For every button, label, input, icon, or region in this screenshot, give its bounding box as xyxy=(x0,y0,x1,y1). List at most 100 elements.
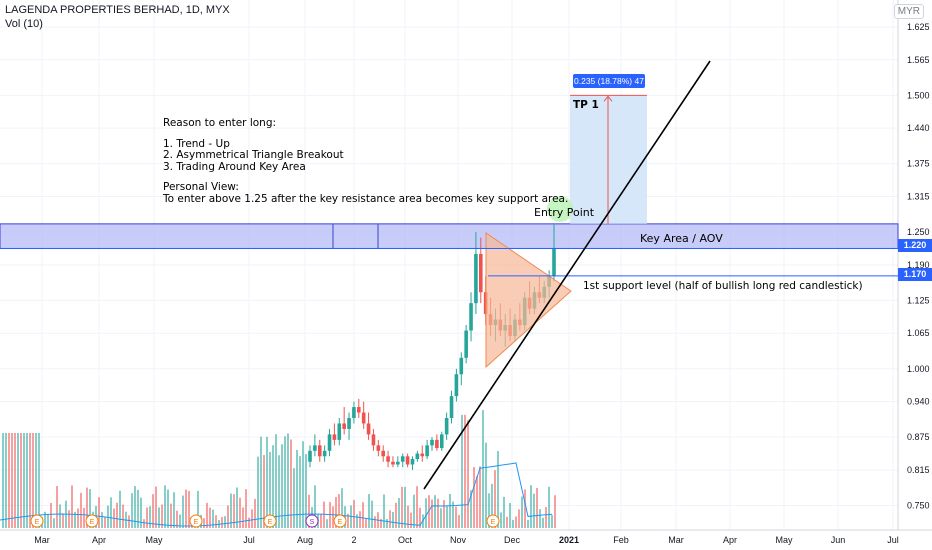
candle-body xyxy=(357,407,361,413)
event-marker-label: E xyxy=(35,519,40,526)
volume-bar xyxy=(308,494,310,528)
y-tick-label: 0.750 xyxy=(907,501,930,511)
x-tick-label: Jun xyxy=(831,535,846,545)
volume-indicator-label[interactable]: Vol (10) xyxy=(5,18,43,30)
personal-view-text: To enter above 1.25 after the key resist… xyxy=(163,192,569,205)
event-marker-label: E xyxy=(268,519,273,526)
volume-bar xyxy=(488,493,490,528)
volume-bar xyxy=(146,507,148,528)
candle-body xyxy=(454,374,459,397)
volume-bar xyxy=(98,497,100,528)
volume-bar xyxy=(290,439,292,528)
volume-bar xyxy=(155,486,157,528)
reason-item: 2. Asymmetrical Triangle Breakout xyxy=(163,149,344,161)
volume-bar xyxy=(44,511,46,528)
event-marker xyxy=(30,514,44,528)
volume-bar xyxy=(74,511,76,528)
volume-bar xyxy=(26,433,28,528)
volume-bar xyxy=(536,488,538,528)
candle-body xyxy=(405,456,410,465)
volume-bar xyxy=(449,493,451,528)
reason-item: 1. Trend - Up xyxy=(163,137,230,150)
event-marker xyxy=(263,514,277,528)
candle-body xyxy=(464,330,468,358)
volume-bar xyxy=(236,487,238,528)
candle-body xyxy=(386,456,390,462)
volume-bar xyxy=(455,506,457,528)
volume-bar xyxy=(392,511,394,528)
candle-body xyxy=(400,456,405,462)
candle-body xyxy=(425,445,429,457)
volume-bar xyxy=(173,492,175,528)
volume-bar xyxy=(62,513,64,528)
volume-bar xyxy=(89,489,91,528)
volume-bar xyxy=(23,433,25,528)
volume-bar xyxy=(128,515,130,528)
volume-bar xyxy=(314,485,316,528)
candle-body xyxy=(410,459,415,465)
volume-bar xyxy=(278,455,280,528)
volume-bar xyxy=(512,519,514,528)
volume-bar xyxy=(257,456,259,528)
volume-bar xyxy=(356,514,358,528)
volume-bar xyxy=(83,507,85,528)
volume-bar xyxy=(434,495,436,528)
x-tick-label: Feb xyxy=(613,535,629,545)
currency-badge[interactable]: MYR xyxy=(893,4,924,19)
volume-bar xyxy=(212,509,214,528)
candle-body xyxy=(322,450,327,457)
volume-bar xyxy=(386,518,388,528)
volume-bar xyxy=(209,507,211,528)
candle-body xyxy=(366,423,371,435)
x-tick-label: Oct xyxy=(398,535,413,545)
volume-bar xyxy=(419,507,421,528)
volume-bar xyxy=(50,502,52,528)
volume-bar xyxy=(284,436,286,528)
x-tick-label: 2021 xyxy=(559,535,579,545)
y-tick-label: 1.375 xyxy=(907,159,930,169)
volume-bar xyxy=(221,516,223,528)
y-tick-label: 1.565 xyxy=(907,55,930,65)
volume-bar xyxy=(494,470,496,528)
volume-bar xyxy=(335,496,337,528)
volume-bar xyxy=(458,515,460,528)
volume-bar xyxy=(407,505,409,528)
volume-bar xyxy=(491,483,493,528)
uptrend-line xyxy=(423,60,711,490)
volume-bar xyxy=(347,513,349,528)
volume-bar xyxy=(263,454,265,528)
volume-bar xyxy=(71,485,73,528)
volume-bar xyxy=(185,489,187,528)
x-tick-label: Dec xyxy=(504,535,521,545)
chart-title: LAGENDA PROPERTIES BERHAD, 1D, MYX xyxy=(5,4,230,16)
x-tick-label: Jul xyxy=(887,535,899,545)
support-price-tag: 1.170 xyxy=(898,268,932,281)
volume-bar xyxy=(524,489,526,528)
entry-point-marker xyxy=(547,196,573,222)
reason-title: Reason to enter long: xyxy=(163,117,277,129)
volume-bar xyxy=(416,486,418,528)
event-marker-label: E xyxy=(338,519,343,526)
candle-body xyxy=(347,418,351,429)
volume-bar xyxy=(503,496,505,528)
volume-bar xyxy=(413,494,415,528)
volume-bar xyxy=(500,512,502,528)
volume-bar xyxy=(80,492,82,528)
candle-body xyxy=(342,423,346,429)
support-level-label: 1st support level (half of bullish long … xyxy=(583,280,863,292)
y-tick-label: 1.500 xyxy=(907,90,930,100)
volume-bar xyxy=(380,518,382,528)
event-marker-label: E xyxy=(90,519,95,526)
key-area-price-tag: 1.220 xyxy=(898,239,932,252)
volume-bar xyxy=(431,499,433,528)
volume-bar xyxy=(8,433,10,528)
volume-bar xyxy=(281,444,283,528)
volume-bar xyxy=(197,490,199,528)
volume-bar xyxy=(395,502,397,528)
volume-bar xyxy=(59,504,61,528)
volume-bar xyxy=(233,494,235,528)
candle-body xyxy=(361,412,366,424)
volume-bar xyxy=(56,486,58,528)
